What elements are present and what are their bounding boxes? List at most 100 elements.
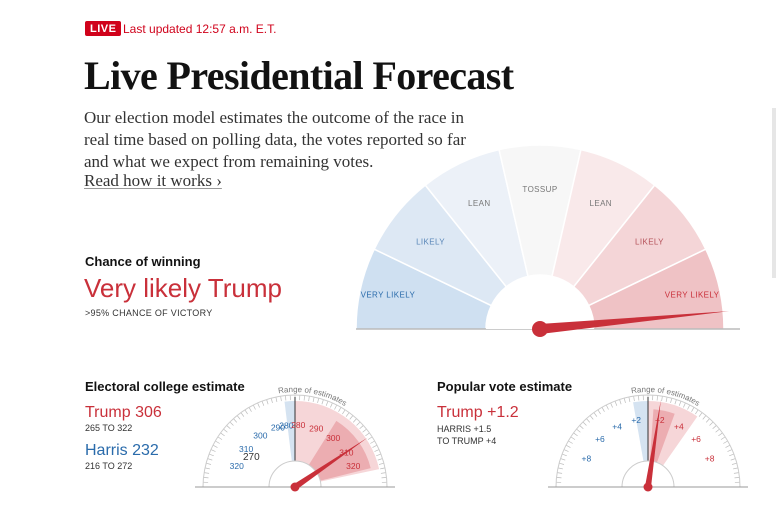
gauge-segment-label: LEAN xyxy=(468,199,491,208)
chance-of-winning-value: Very likely Trump xyxy=(84,273,282,303)
gauge-tick xyxy=(378,462,384,465)
gauge-tick xyxy=(370,440,375,444)
gauge-tick xyxy=(381,477,387,479)
gauge-tick xyxy=(586,418,591,423)
chance-of-victory-subtext: >95% CHANCE OF VICTORY xyxy=(85,308,213,318)
gauge-tick xyxy=(352,418,357,423)
gauge-tick xyxy=(619,399,622,405)
gauge-tick xyxy=(601,407,605,412)
gauge-tick xyxy=(561,453,567,457)
read-how-it-works-link[interactable]: Read how it works › xyxy=(84,171,222,190)
gauge-segment-label: VERY LIKELY xyxy=(361,290,416,299)
gauge-tick xyxy=(376,453,382,457)
gauge-needle xyxy=(293,437,368,490)
gauge-tick xyxy=(208,453,214,457)
gauge-tick xyxy=(589,415,594,420)
gauge-tick xyxy=(377,458,383,461)
gauge-tick xyxy=(240,412,245,417)
gauge-tick xyxy=(248,407,252,412)
gauge-tick xyxy=(204,472,210,474)
gauge-tick xyxy=(568,440,573,444)
last-updated-timestamp: Last updated 12:57 a.m. E.T. xyxy=(123,22,277,36)
live-badge: LIVE xyxy=(85,21,122,36)
gauge-tick xyxy=(374,449,380,452)
gauge-tick xyxy=(579,425,584,430)
gauge-tick xyxy=(678,400,682,406)
gauge-tick-label: 280 xyxy=(279,421,293,431)
gauge-tick xyxy=(244,409,248,415)
gauge-tick xyxy=(215,440,220,444)
electoral-college-gauge: 320310300290280280290300310320Range of e… xyxy=(195,385,395,492)
gauge-tick xyxy=(275,396,278,402)
gauge-tick xyxy=(257,402,260,408)
gauge-tick xyxy=(285,395,287,401)
gauge-tick-label: 310 xyxy=(239,444,253,454)
popular-range-start: HARRIS +1.5 xyxy=(437,424,492,434)
gauge-tick-label: 320 xyxy=(346,461,360,471)
gauge-tick xyxy=(683,402,686,408)
gauge-tick xyxy=(372,444,378,448)
gauge-needle-pivot xyxy=(532,321,548,337)
electoral-harris-range: 216 TO 272 xyxy=(85,461,133,471)
gauge-tick xyxy=(321,399,324,405)
gauge-tick xyxy=(220,432,225,437)
gauge-tick xyxy=(718,432,723,437)
gauge-tick xyxy=(280,396,282,402)
gauge-hub xyxy=(486,275,594,329)
gauge-tick xyxy=(610,402,613,408)
gauge-tick-label: +6 xyxy=(691,434,701,444)
gauge-tick xyxy=(582,421,587,426)
gauge-tick-label: +8 xyxy=(582,453,592,463)
gauge-tick xyxy=(359,425,364,430)
gauge-tick-label: 300 xyxy=(253,431,267,441)
gauge-tick xyxy=(733,472,739,474)
gauge-tick xyxy=(674,399,677,405)
gauge-tick xyxy=(670,398,673,404)
scrollbar-edge[interactable] xyxy=(772,108,776,278)
gauge-tick-label: +6 xyxy=(595,434,605,444)
gauge-needle xyxy=(645,399,661,488)
gauge-tick xyxy=(565,444,571,448)
gauge-tick xyxy=(233,418,238,423)
gauge-tick xyxy=(702,415,707,420)
gauge-tick-label: 290 xyxy=(309,424,323,434)
gauge-tick xyxy=(723,440,728,444)
gauge-tick xyxy=(559,462,565,465)
gauge-needle-pivot xyxy=(290,482,300,492)
gauge-tick xyxy=(712,425,717,430)
gauge-tick-label: +8 xyxy=(705,453,715,463)
gauge-tick xyxy=(252,404,256,410)
gauge-tick-label: +4 xyxy=(674,421,684,431)
gauge-tick-label: +2 xyxy=(631,415,641,425)
gauge-tick xyxy=(557,472,563,474)
gauge-tick xyxy=(570,436,576,440)
gauge-outline xyxy=(555,394,741,488)
gauge-tick xyxy=(229,421,234,426)
gauge-tick-label: +2 xyxy=(655,415,665,425)
gauge-tick xyxy=(338,407,342,412)
page-title: Live Presidential Forecast xyxy=(84,53,514,98)
electoral-trump-range: 265 TO 322 xyxy=(85,423,133,433)
gauge-center-label: 270 xyxy=(243,452,260,463)
gauge-tick xyxy=(665,396,668,402)
gauge-outline xyxy=(202,394,388,488)
gauge-tick xyxy=(334,404,338,410)
gauge-needle xyxy=(539,311,730,334)
gauge-tick xyxy=(691,407,695,412)
gauge-tick-label: 300 xyxy=(326,433,340,443)
gauge-tick xyxy=(206,462,212,465)
gauge-tick xyxy=(563,449,569,452)
gauge-tick xyxy=(638,395,640,401)
gauge-segment-label: VERY LIKELY xyxy=(665,290,720,299)
popular-vote-title: Popular vote estimate xyxy=(437,379,573,394)
gauge-tick xyxy=(698,412,703,417)
gauge-tick xyxy=(593,412,598,417)
electoral-trump-estimate: Trump 306 xyxy=(85,404,162,421)
gauge-tick xyxy=(633,396,635,402)
popular-range-end: TO TRUMP +4 xyxy=(437,436,497,446)
gauge-tick xyxy=(557,467,563,470)
gauge-segment-label: LIKELY xyxy=(416,238,445,247)
gauge-tick xyxy=(349,415,354,420)
electoral-harris-estimate: Harris 232 xyxy=(85,442,159,459)
